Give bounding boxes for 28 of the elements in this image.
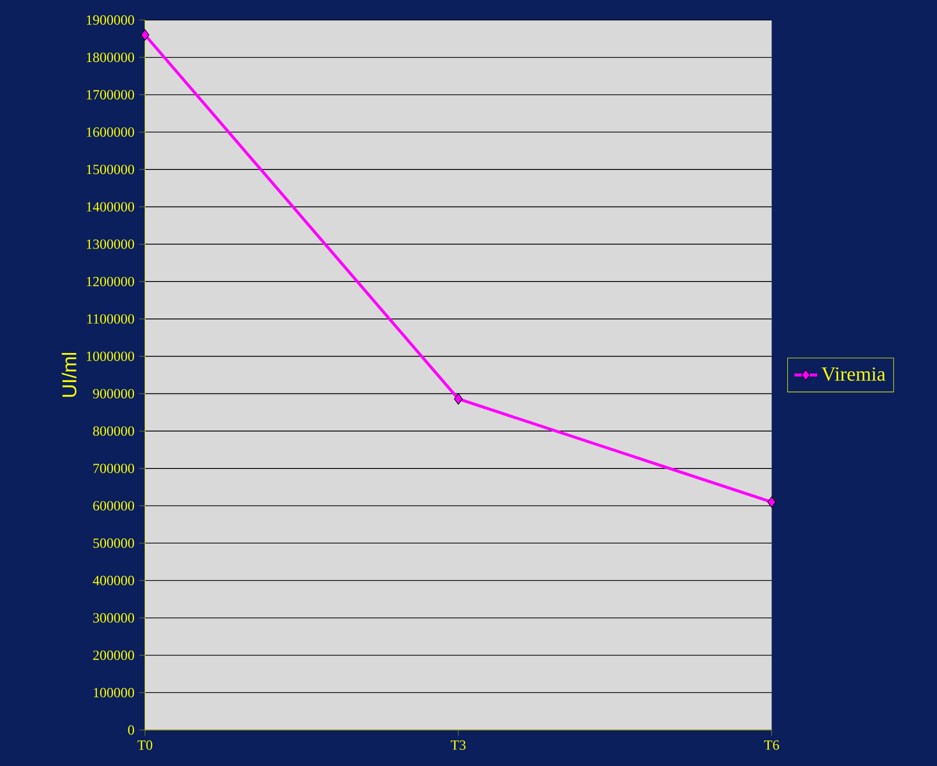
y-tick-label: 0 xyxy=(128,725,134,735)
point xyxy=(767,496,776,508)
y-tick-label: 1500000 xyxy=(86,164,134,174)
y-tick-label: 500000 xyxy=(93,538,134,548)
y-tick-label: 900000 xyxy=(93,388,134,398)
y-tick-label: 100000 xyxy=(94,688,134,698)
y-tick-label: 1300000 xyxy=(86,239,134,249)
y-tick-label: 800000 xyxy=(93,426,134,436)
x-tick-label: T0 xyxy=(137,740,152,750)
x-tick-label: T3 xyxy=(450,740,466,750)
y-axis-title: UI/ml xyxy=(62,353,76,397)
y-tick-label: 200000 xyxy=(93,650,134,660)
y-tick-label: 400000 xyxy=(92,576,134,586)
y-tick-label: 1700000 xyxy=(86,90,134,100)
point xyxy=(454,393,463,405)
point xyxy=(140,29,150,41)
y-tick-label: 1200000 xyxy=(86,276,134,286)
y-tick-label: 1900000 xyxy=(86,15,134,25)
x-tick-label: T6 xyxy=(764,740,780,750)
y-tick-label: 1600000 xyxy=(86,127,134,137)
y-tick-label: 1000000 xyxy=(86,352,134,362)
y-tick-label: 1800000 xyxy=(86,52,134,62)
y-tick-label: 1400000 xyxy=(86,202,134,212)
y-tick-label: 600000 xyxy=(93,501,134,511)
y-tick-label: 700000 xyxy=(94,464,134,474)
y-tick-label: 1100000 xyxy=(87,314,134,324)
legend-label: Viremia xyxy=(822,367,886,381)
y-tick-label: 300000 xyxy=(93,613,134,623)
